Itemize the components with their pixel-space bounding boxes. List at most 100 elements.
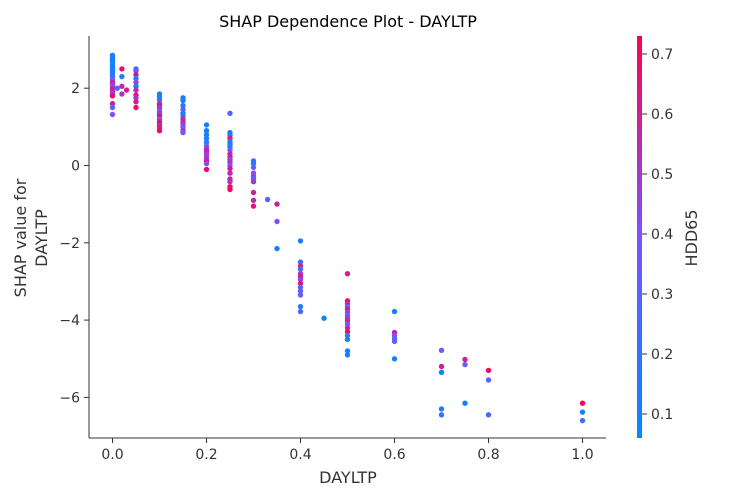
data-point-136 <box>344 332 351 339</box>
data-point-64 <box>203 122 210 128</box>
data-point-54 <box>180 102 186 109</box>
points-layer <box>109 52 586 424</box>
data-point-84 <box>227 147 233 153</box>
data-point-146 <box>438 347 445 353</box>
data-point-19 <box>109 104 116 111</box>
colorbar-ticks: 0.1 0.2 0.3 0.4 0.5 0.6 0.7 <box>642 47 673 423</box>
data-point-106 <box>264 196 271 203</box>
y-tick-label-4: −6 <box>59 390 80 406</box>
data-point-25 <box>114 85 120 91</box>
data-point-37 <box>133 104 139 111</box>
data-point-91 <box>227 170 233 176</box>
data-point-31 <box>133 79 139 86</box>
x-tick-label-1: 0.2 <box>195 447 217 463</box>
data-point-75 <box>203 160 210 167</box>
x-ticks: 0.0 0.2 0.4 0.6 0.8 1.0 <box>101 438 594 463</box>
data-point-118 <box>297 284 304 290</box>
data-point-155 <box>485 377 492 383</box>
colorbar-tick-label-1: 0.2 <box>651 347 673 363</box>
data-point-67 <box>203 135 210 142</box>
y-tick-label-3: −4 <box>59 313 80 329</box>
plot-area: 0.0 0.2 0.4 0.6 0.8 1.0 2 0 −2 −4 −6 <box>59 36 606 463</box>
data-point-28 <box>133 68 139 74</box>
data-point-133 <box>344 321 351 327</box>
data-point-157 <box>579 400 586 406</box>
x-tick-label-0: 0.0 <box>101 447 123 463</box>
data-point-139 <box>344 352 351 358</box>
data-point-108 <box>274 218 280 225</box>
data-point-76 <box>203 166 210 173</box>
data-point-154 <box>485 367 492 374</box>
data-point-152 <box>462 361 468 368</box>
x-axis-label: DAYLTP <box>319 468 377 487</box>
x-tick-label-3: 0.6 <box>383 447 405 463</box>
colorbar: 0.1 0.2 0.3 0.4 0.5 0.6 0.7 HDD65 <box>637 36 701 438</box>
data-point-29 <box>133 72 139 78</box>
data-point-150 <box>438 412 445 418</box>
data-point-51 <box>156 128 163 134</box>
colorbar-tick-label-2: 0.3 <box>651 287 673 303</box>
data-point-111 <box>297 259 304 265</box>
data-point-156 <box>485 412 492 418</box>
y-tick-label-0: 2 <box>71 81 80 97</box>
data-point-68 <box>203 139 210 145</box>
x-tick-label-2: 0.4 <box>289 447 311 463</box>
data-point-26 <box>123 87 130 93</box>
colorbar-tick-label-6: 0.7 <box>651 47 673 63</box>
y-ticks: 2 0 −2 −4 −6 <box>59 81 89 406</box>
data-point-107 <box>274 201 280 207</box>
data-point-95 <box>227 186 233 193</box>
data-point-33 <box>133 87 139 93</box>
data-point-149 <box>438 406 445 412</box>
data-point-24 <box>119 91 125 97</box>
data-point-18 <box>109 100 116 107</box>
data-point-109 <box>274 245 280 252</box>
data-point-124 <box>344 271 351 277</box>
data-point-20 <box>109 111 116 118</box>
data-point-151 <box>462 356 468 363</box>
colorbar-gradient <box>637 36 642 438</box>
data-point-36 <box>133 99 139 105</box>
data-point-158 <box>579 409 586 415</box>
data-point-55 <box>180 106 186 113</box>
data-point-23 <box>119 83 125 90</box>
data-point-77 <box>227 110 233 117</box>
colorbar-tick-label-4: 0.5 <box>651 167 673 183</box>
data-point-113 <box>297 266 304 272</box>
colorbar-label: HDD65 <box>682 209 701 266</box>
data-point-98 <box>250 164 257 171</box>
data-point-137 <box>344 336 351 343</box>
data-point-21 <box>119 66 125 72</box>
data-point-66 <box>203 131 210 138</box>
data-point-121 <box>297 303 304 310</box>
data-point-135 <box>344 329 351 335</box>
data-point-103 <box>250 189 257 196</box>
data-point-22 <box>119 73 125 80</box>
data-point-105 <box>250 203 257 209</box>
x-tick-label-5: 1.0 <box>571 447 593 463</box>
data-point-123 <box>321 315 327 321</box>
data-point-90 <box>227 165 233 172</box>
data-point-138 <box>344 348 351 354</box>
data-point-65 <box>203 128 210 134</box>
data-point-144 <box>391 338 398 345</box>
data-point-134 <box>344 325 351 331</box>
data-point-93 <box>227 179 233 185</box>
data-point-30 <box>133 75 139 82</box>
data-point-97 <box>250 160 257 167</box>
data-point-35 <box>133 95 139 101</box>
colorbar-tick-label-0: 0.1 <box>651 407 673 423</box>
colorbar-tick-label-5: 0.6 <box>651 107 673 123</box>
colorbar-tick-label-3: 0.4 <box>651 227 673 243</box>
data-point-17 <box>109 93 116 99</box>
data-point-40 <box>156 97 163 103</box>
data-point-145 <box>391 356 398 362</box>
data-point-159 <box>579 417 586 424</box>
data-point-119 <box>297 288 304 294</box>
y-tick-label-2: −2 <box>59 236 80 252</box>
data-point-117 <box>297 280 304 287</box>
x-tick-label-4: 0.8 <box>477 447 499 463</box>
data-point-104 <box>250 197 257 203</box>
